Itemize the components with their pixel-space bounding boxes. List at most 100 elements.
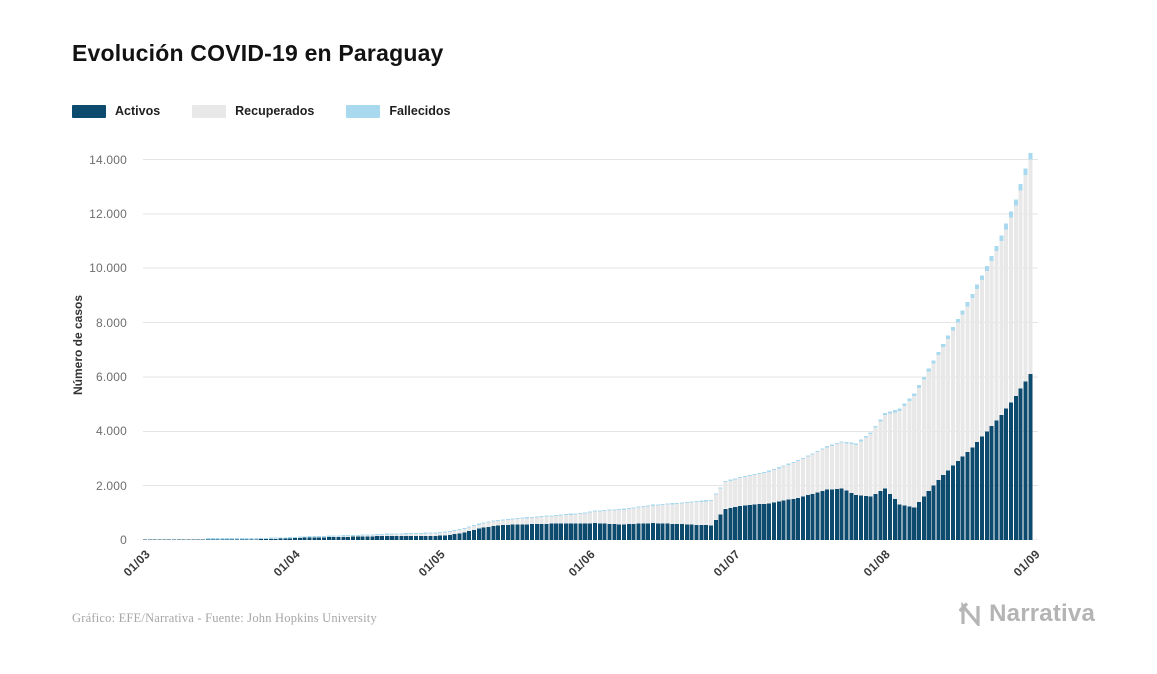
stacked-bar-segment	[549, 516, 554, 524]
stacked-bar-segment	[249, 538, 254, 540]
stacked-bar-segment	[970, 293, 975, 299]
stacked-bar-segment	[931, 363, 936, 486]
stacked-bar-segment	[820, 491, 825, 540]
stacked-bar-segment	[413, 536, 418, 540]
stacked-bar-segment	[380, 533, 385, 536]
stacked-bar-segment	[486, 522, 491, 527]
stacked-bar-segment	[800, 457, 805, 459]
stacked-bar-segment	[641, 505, 646, 508]
stacked-bar-segment	[738, 476, 743, 479]
stacked-bar-segment	[312, 537, 317, 540]
stacked-bar-segment	[239, 538, 244, 540]
stacked-bar-segment	[501, 525, 506, 540]
stacked-bar-segment	[888, 493, 893, 540]
stacked-bar-segment	[859, 495, 864, 540]
stacked-bar-segment	[694, 502, 699, 525]
legend-label: Activos	[115, 104, 161, 118]
stacked-bar-segment	[723, 508, 728, 540]
stacked-bar-segment	[505, 524, 510, 540]
stacked-bar-segment	[617, 509, 622, 511]
stacked-bar-segment	[684, 502, 689, 504]
legend-item-activos: Activos	[72, 104, 160, 118]
stacked-bar-segment	[723, 482, 728, 509]
stacked-bar-segment	[680, 503, 685, 525]
stacked-bar-segment	[892, 410, 897, 413]
stacked-bar-segment	[917, 387, 922, 502]
stacked-bar-segment	[375, 534, 380, 536]
stacked-bar-segment	[1028, 374, 1033, 540]
stacked-bar-segment	[602, 509, 607, 512]
stacked-bar-segment	[936, 480, 941, 540]
stacked-bar-segment	[839, 441, 844, 443]
stacked-bar-segment	[230, 538, 235, 540]
stacked-bar-segment	[559, 515, 564, 524]
stacked-bar-segment	[921, 496, 926, 540]
stacked-bar-segment	[355, 534, 360, 536]
stacked-bar-segment	[941, 343, 946, 348]
stacked-bar-segment	[1004, 223, 1009, 230]
stacked-bar-segment	[394, 533, 399, 535]
stacked-bar-segment	[380, 535, 385, 537]
stacked-bar-segment	[501, 520, 506, 526]
stacked-bar-segment	[612, 510, 617, 525]
stacked-bar-segment	[694, 524, 699, 540]
stacked-bar-segment	[457, 533, 462, 540]
stacked-bar-segment	[965, 452, 970, 540]
stacked-bar-segment	[757, 472, 762, 474]
stacked-bar-segment	[897, 504, 902, 540]
stacked-bar-segment	[680, 524, 685, 540]
stacked-bar-segment	[341, 536, 346, 537]
stacked-bar-segment	[471, 526, 477, 530]
stacked-bar-segment	[752, 475, 757, 505]
stacked-bar-segment	[147, 539, 152, 540]
stacked-bar-segment	[288, 538, 293, 540]
stacked-bar-segment	[684, 503, 689, 525]
stacked-bar-segment	[530, 517, 535, 525]
stacked-bar-segment	[496, 525, 501, 540]
stacked-bar-segment	[544, 523, 549, 540]
stacked-bar-segment	[496, 521, 501, 526]
stacked-bar-segment	[597, 511, 602, 524]
stacked-bar-segment	[501, 519, 506, 521]
stacked-bar-segment	[568, 523, 573, 540]
legend-item-fallecidos: Fallecidos	[346, 104, 451, 118]
stacked-bar-segment	[776, 468, 781, 502]
stacked-bar-segment	[360, 534, 365, 536]
stacked-bar-segment	[1023, 381, 1028, 540]
stacked-bar-segment	[186, 539, 191, 540]
stacked-bar-segment	[762, 472, 767, 504]
stacked-bar-segment	[631, 523, 636, 540]
stacked-bar-segment	[771, 470, 776, 503]
stacked-bar-segment	[892, 412, 897, 500]
stacked-bar-segment	[467, 526, 472, 528]
stacked-bar-segment	[283, 538, 288, 540]
stacked-bar-segment	[317, 535, 322, 538]
stacked-bar-segment	[699, 500, 704, 502]
stacked-bar-segment	[742, 475, 747, 478]
stacked-bar-segment	[457, 528, 462, 531]
stacked-bar-segment	[491, 521, 496, 526]
stacked-bar-segment	[336, 535, 341, 537]
stacked-bar-segment	[839, 442, 844, 489]
stacked-bar-segment	[481, 527, 486, 540]
stacked-bar-segment	[234, 538, 239, 540]
stacked-bar-segment	[912, 507, 917, 540]
stacked-bar-segment	[534, 516, 539, 518]
stacked-bar-segment	[515, 517, 520, 520]
stacked-bar-segment	[742, 477, 747, 506]
stacked-bar-segment	[588, 523, 593, 540]
stacked-bar-segment	[205, 539, 210, 540]
stacked-bar-segment	[984, 431, 989, 540]
stacked-bar-segment	[375, 535, 380, 537]
stacked-bar-segment	[907, 400, 912, 507]
stacked-bar-segment	[423, 533, 428, 537]
stacked-bar-segment	[346, 536, 351, 537]
stacked-bar-segment	[800, 496, 805, 540]
stacked-bar-segment	[510, 524, 515, 540]
stacked-bar-segment	[559, 514, 564, 516]
stacked-bar-segment	[829, 445, 835, 490]
stacked-bar-segment	[713, 519, 718, 540]
stacked-bar-segment	[220, 538, 225, 540]
stacked-bar-segment	[568, 514, 573, 524]
stacked-bar-segment	[530, 516, 535, 518]
